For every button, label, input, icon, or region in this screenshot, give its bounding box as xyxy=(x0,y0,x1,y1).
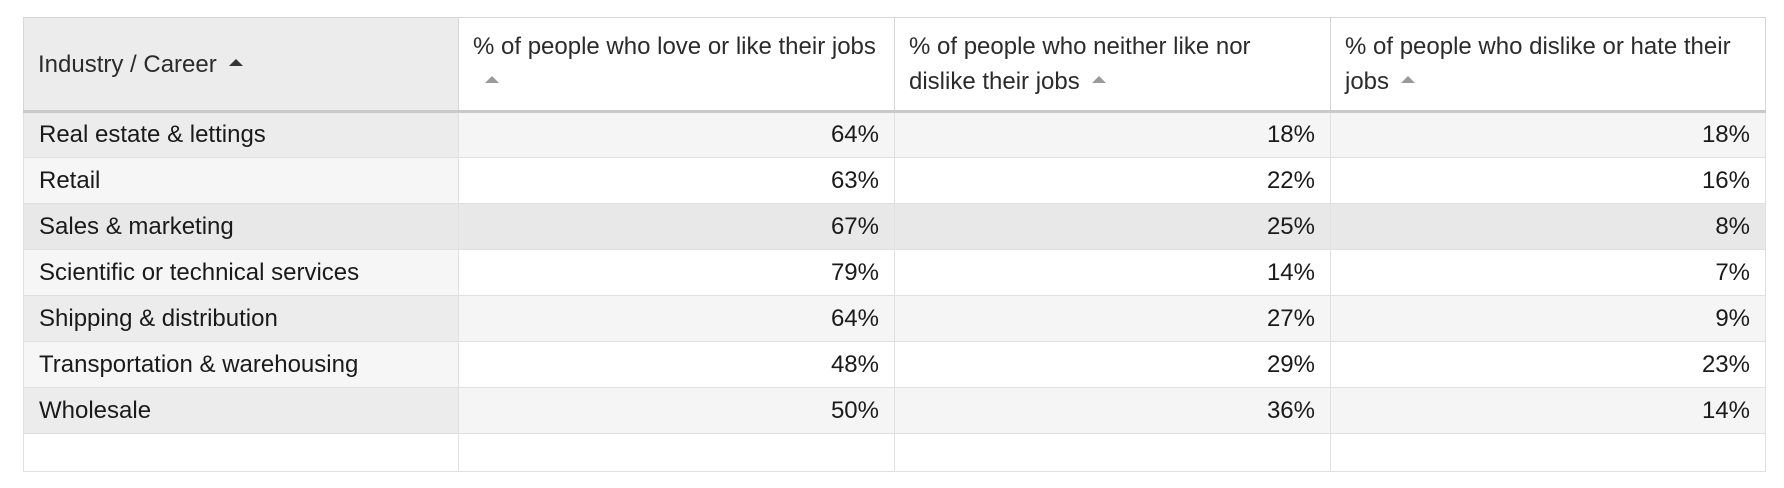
column-header-label: % of people who love or like their jobs xyxy=(473,33,876,60)
table-row: Transportation & warehousing 48% 29% 23% xyxy=(23,341,1766,388)
love-like-cell: 50% xyxy=(458,387,895,434)
dislike-hate-cell: 7% xyxy=(1330,249,1766,296)
dislike-hate-cell: 18% xyxy=(1330,111,1766,158)
love-like-cell: 48% xyxy=(458,341,895,388)
industry-cell: Scientific or technical services xyxy=(23,249,459,296)
neutral-cell: 36% xyxy=(894,387,1331,434)
dislike-hate-cell: 8% xyxy=(1330,203,1766,250)
industry-cell: Retail xyxy=(23,157,459,204)
table-header-row: Industry / Career % of people who love o… xyxy=(23,17,1766,113)
industry-cell: Sales & marketing xyxy=(23,203,459,250)
dislike-hate-cell: 14% xyxy=(1330,387,1766,434)
love-like-cell: 79% xyxy=(458,249,895,296)
industry-cell: Shipping & distribution xyxy=(23,295,459,342)
neutral-cell: 18% xyxy=(894,111,1331,158)
sort-ascending-icon[interactable] xyxy=(1401,76,1416,84)
love-like-cell: 64% xyxy=(458,111,895,158)
column-header-dislike-hate[interactable]: % of people who dislike or hate their jo… xyxy=(1330,17,1766,113)
dislike-hate-cell: 9% xyxy=(1330,295,1766,342)
neutral-cell: 22% xyxy=(894,157,1331,204)
sort-ascending-icon[interactable] xyxy=(485,76,499,84)
empty-cell xyxy=(458,433,895,472)
table-row: Scientific or technical services 79% 14%… xyxy=(23,249,1766,296)
column-header-label: Industry / Career xyxy=(38,50,217,78)
column-header-neutral[interactable]: % of people who neither like nor dislike… xyxy=(894,17,1331,113)
dislike-hate-cell: 23% xyxy=(1330,341,1766,388)
neutral-cell: 14% xyxy=(894,249,1331,296)
column-header-industry[interactable]: Industry / Career xyxy=(23,17,459,113)
table-row: Real estate & lettings 64% 18% 18% xyxy=(23,111,1766,158)
neutral-cell: 25% xyxy=(894,203,1331,250)
table-row: Retail 63% 22% 16% xyxy=(23,157,1766,204)
industry-cell: Wholesale xyxy=(23,387,459,434)
industry-cell: Transportation & warehousing xyxy=(23,341,459,388)
data-table: Industry / Career % of people who love o… xyxy=(23,17,1766,472)
table-row: Shipping & distribution 64% 27% 9% xyxy=(23,295,1766,342)
love-like-cell: 63% xyxy=(458,157,895,204)
column-header-love-like[interactable]: % of people who love or like their jobs xyxy=(458,17,895,113)
empty-cell xyxy=(1330,433,1766,472)
table-row: Wholesale 50% 36% 14% xyxy=(23,387,1766,434)
data-table-container: Industry / Career % of people who love o… xyxy=(23,17,1766,472)
neutral-cell: 27% xyxy=(894,295,1331,342)
sort-ascending-icon[interactable] xyxy=(1091,76,1106,84)
dislike-hate-cell: 16% xyxy=(1330,157,1766,204)
empty-cell xyxy=(894,433,1331,472)
column-header-label: % of people who neither like nor dislike… xyxy=(909,33,1251,95)
column-header-label: % of people who dislike or hate their jo… xyxy=(1345,33,1731,95)
industry-cell: Real estate & lettings xyxy=(23,111,459,158)
neutral-cell: 29% xyxy=(894,341,1331,388)
empty-cell xyxy=(23,433,459,472)
table-row: Sales & marketing 67% 25% 8% xyxy=(23,203,1766,250)
empty-table-row xyxy=(23,433,1766,472)
love-like-cell: 64% xyxy=(458,295,895,342)
sort-ascending-icon[interactable] xyxy=(228,58,243,66)
love-like-cell: 67% xyxy=(458,203,895,250)
